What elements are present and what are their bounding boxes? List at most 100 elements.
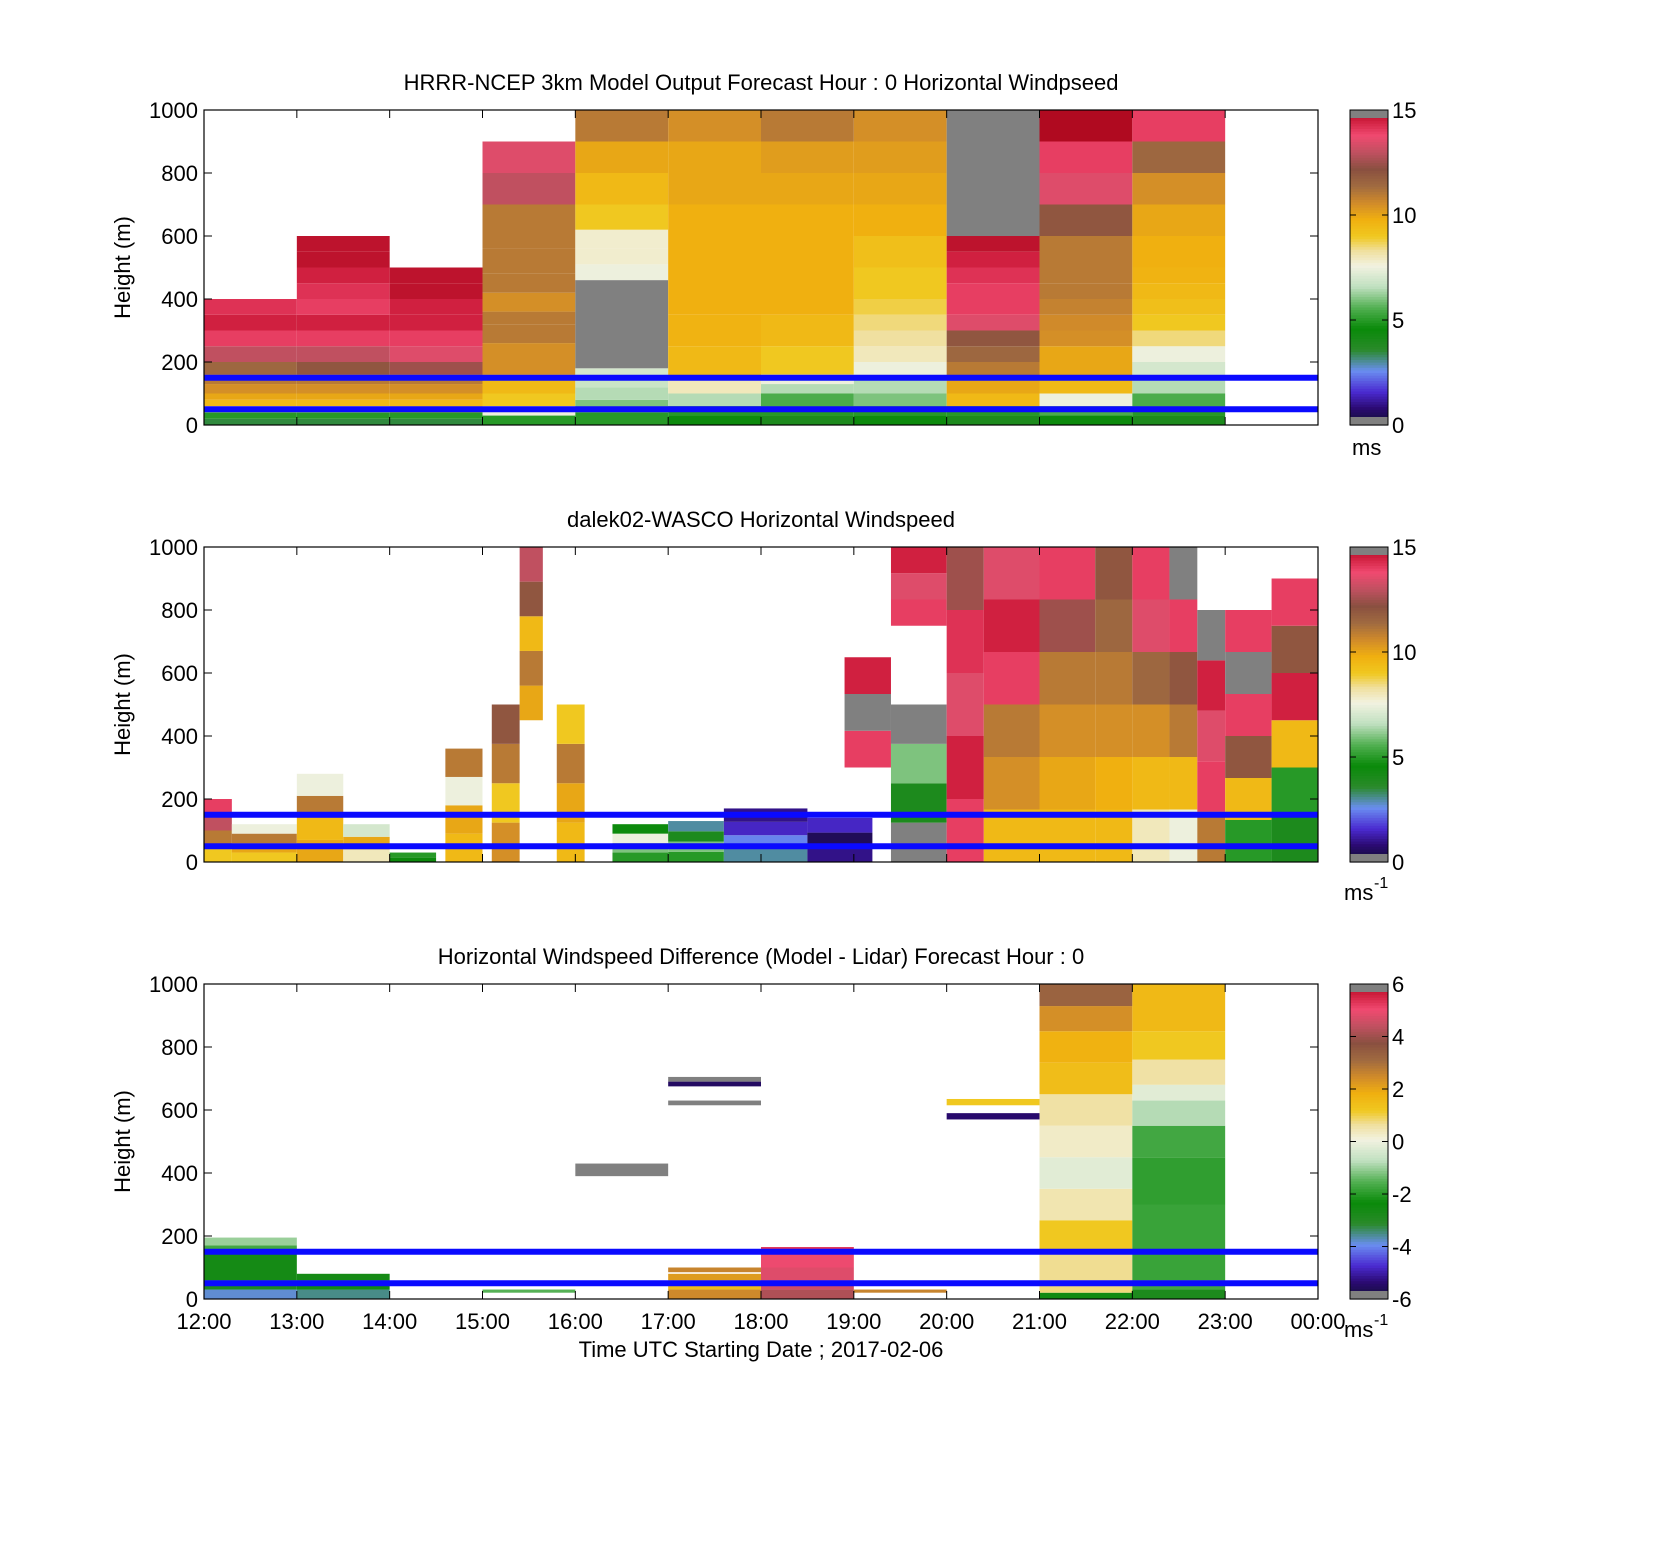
y-tick-label: 1000 (149, 98, 198, 123)
colorbar-segment (1350, 306, 1388, 311)
colorbar-segment (1350, 691, 1388, 695)
colorbar-segment (1350, 1065, 1388, 1069)
colorbar-segment (1350, 581, 1388, 585)
colorbar-tick-label: 0 (1392, 413, 1404, 438)
heatmap-cell (1132, 377, 1226, 394)
heatmap-cell (575, 368, 669, 375)
colorbar-segment (1350, 348, 1388, 353)
heatmap-cell (1271, 767, 1318, 815)
heatmap-cell (575, 412, 669, 425)
heatmap-cell (389, 283, 483, 299)
colorbar-cap (1350, 1291, 1388, 1299)
heatmap-cell (1132, 1084, 1226, 1101)
heatmap-cell (1039, 599, 1096, 652)
colorbar-segment (1350, 699, 1388, 703)
colorbar-segment (1350, 325, 1388, 329)
colorbar-segment (1350, 1238, 1388, 1242)
heatmap-cell (1132, 1289, 1226, 1299)
y-tick-label: 0 (186, 850, 198, 875)
colorbar-segment (1350, 817, 1388, 821)
colorbar-segment (1350, 999, 1388, 1003)
heatmap-cell (761, 1267, 854, 1281)
colorbar-segment (1350, 215, 1388, 219)
colorbar-segment (1350, 1102, 1388, 1106)
colorbar-segment (1350, 1039, 1388, 1043)
heatmap-cell (296, 362, 390, 375)
colorbar-segment (1350, 1225, 1388, 1229)
heatmap-cell (946, 110, 1040, 236)
colorbar-segment (1350, 741, 1388, 745)
heatmap-cell (491, 822, 520, 862)
heatmap-cell (389, 314, 483, 331)
colorbar-segment (1350, 173, 1388, 177)
heatmap-cell (389, 330, 483, 347)
colorbar-segment (1350, 1278, 1388, 1282)
x-tick-label: 16:00 (548, 1309, 603, 1334)
colorbar-segment (1350, 196, 1388, 200)
colorbar-unit: ms (1352, 435, 1381, 460)
y-tick-label: 600 (161, 224, 198, 249)
colorbar-segment (1350, 712, 1388, 716)
heatmap-cell (1039, 1031, 1133, 1063)
heatmap-cell (1169, 757, 1198, 810)
heatmap-cell (296, 399, 390, 407)
y-tick-label: 0 (186, 1287, 198, 1312)
heatmap-cell (1039, 330, 1133, 347)
colorbar-segment (1350, 730, 1388, 734)
heatmap-cell (761, 384, 854, 394)
heatmap-cell (761, 393, 854, 407)
colorbar-segment (1350, 267, 1388, 271)
heatmap-cell (519, 581, 543, 617)
heatmap-cell (389, 857, 437, 862)
y-tick-label: 400 (161, 1161, 198, 1186)
colorbar-segment (1350, 1207, 1388, 1211)
colorbar-segment (1350, 396, 1388, 400)
colorbar-segment (1350, 770, 1388, 774)
colorbar-segment (1350, 554, 1388, 559)
colorbar-segment (1350, 180, 1388, 185)
heatmap-cell (1225, 652, 1272, 694)
colorbar-segment (1350, 341, 1388, 345)
colorbar-segment (1350, 851, 1388, 855)
colorbar-segment (1350, 236, 1388, 240)
heatmap-cell (482, 204, 576, 249)
colorbar-segment (1350, 1023, 1388, 1027)
colorbar-segment (1350, 694, 1388, 698)
heatmap-cell (1039, 1157, 1133, 1189)
heatmap-cell (1169, 652, 1198, 705)
heatmap-cell (575, 264, 669, 281)
panel-model-windspeed: HRRR-NCEP 3km Model Output Forecast Hour… (110, 70, 1416, 460)
colorbar-segment (1350, 701, 1388, 706)
colorbar-segment (1350, 1081, 1388, 1085)
colorbar-segment (1350, 704, 1388, 708)
colorbar-segment (1350, 1236, 1388, 1240)
colorbar-segment (1350, 667, 1388, 671)
colorbar-segment (1350, 141, 1388, 145)
heatmap-cell (890, 704, 947, 744)
colorbar-segment (1350, 1141, 1388, 1145)
colorbar-segment (1350, 149, 1388, 153)
colorbar-segment (1350, 1191, 1388, 1195)
colorbar-segment (1350, 338, 1388, 342)
colorbar-segment (1350, 333, 1388, 337)
colorbar-segment (1350, 994, 1388, 998)
colorbar-segment (1350, 1138, 1388, 1143)
x-tick-label: 00:00 (1290, 1309, 1345, 1334)
heatmap-cell (1132, 267, 1226, 284)
colorbar-segment (1350, 133, 1388, 137)
heatmap-cell (668, 1076, 761, 1082)
heatmap-cell (1039, 204, 1133, 236)
colorbar-segment (1350, 154, 1388, 158)
heatmap-cell (1197, 660, 1226, 711)
y-axis-label: Height (m) (110, 1090, 135, 1193)
heatmap-cell (482, 415, 576, 425)
colorbar-segment (1350, 991, 1388, 996)
colorbar-segment (1350, 369, 1388, 374)
colorbar-segment (1350, 841, 1388, 845)
heatmap-cell (204, 830, 232, 847)
heatmap-cell (1039, 110, 1133, 142)
heatmap-cell (204, 799, 232, 815)
colorbar-segment (1350, 1259, 1388, 1263)
colorbar-tick-label: 4 (1392, 1025, 1404, 1050)
colorbar-segment (1350, 683, 1388, 687)
